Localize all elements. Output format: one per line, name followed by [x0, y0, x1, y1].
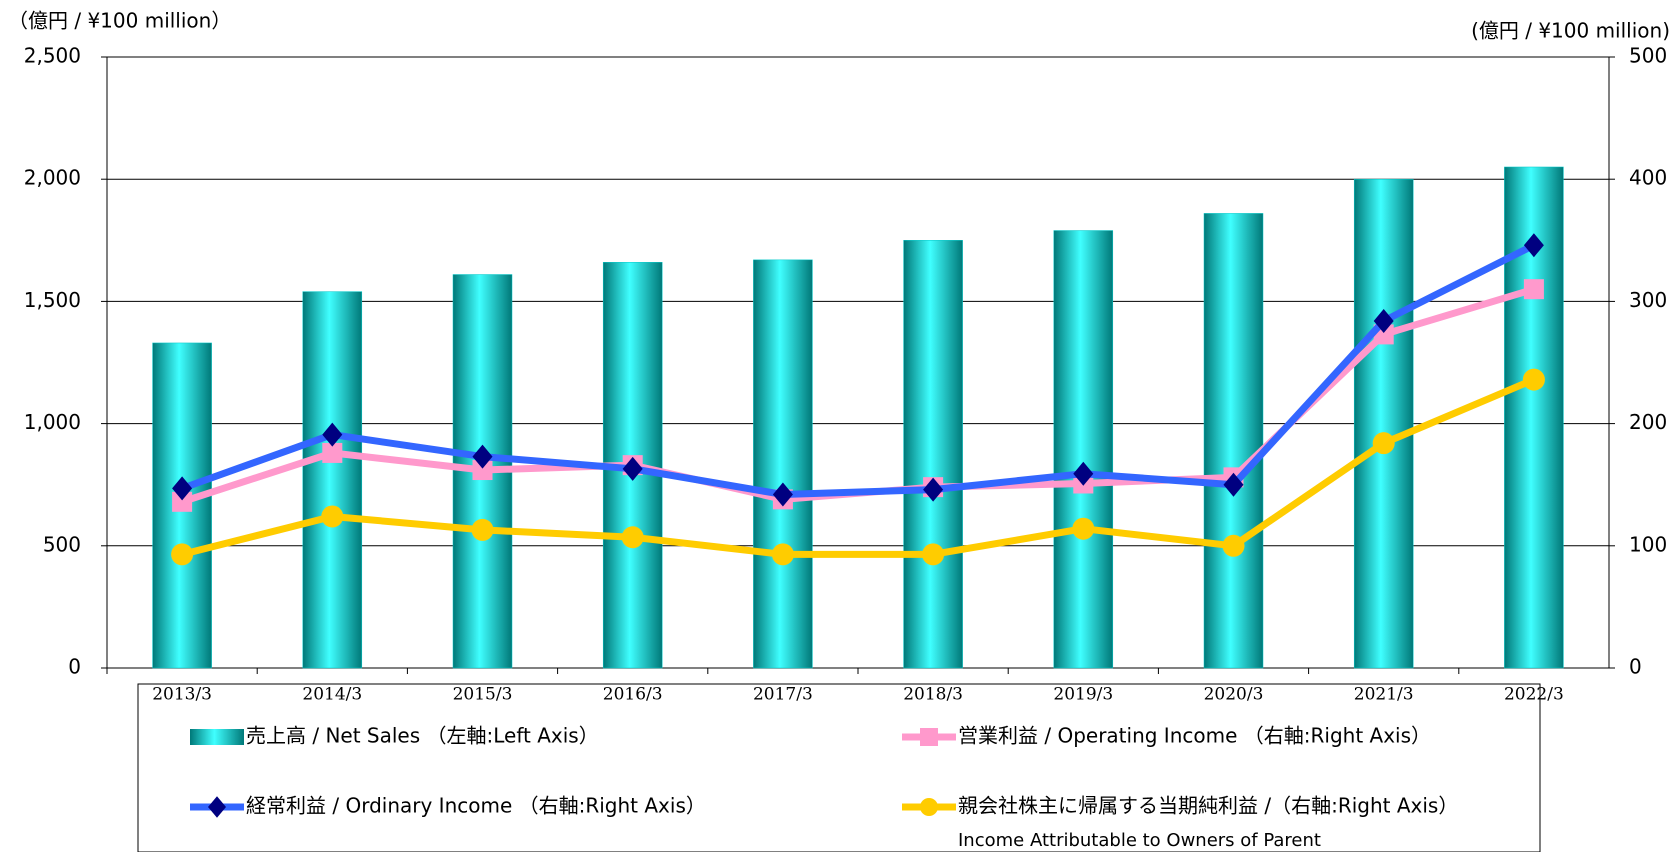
- line-marker: [322, 422, 343, 447]
- y-tick-label: 500: [43, 532, 81, 556]
- bar: [753, 259, 813, 669]
- y2-tick-label: 200: [1629, 410, 1667, 434]
- line-marker: [171, 543, 194, 566]
- line-marker: [1373, 308, 1394, 333]
- legend-label: 親会社株主に帰属する当期純利益 /（右軸:Right Axis）: [958, 794, 1458, 818]
- y-tick-label: 1,000: [24, 410, 81, 434]
- legend-label: 営業利益 / Operating Income （右軸:Right Axis）: [958, 724, 1431, 748]
- x-tick-label: 2019/3: [1053, 685, 1113, 705]
- legend-label: 売上高 / Net Sales （左軸:Left Axis）: [246, 724, 599, 748]
- line-marker: [1072, 517, 1095, 540]
- line-marker: [1073, 461, 1094, 486]
- line-marker: [772, 482, 793, 507]
- line-marker: [1523, 279, 1544, 300]
- line-marker: [923, 477, 944, 502]
- line: [181, 376, 1536, 558]
- line-marker: [321, 505, 344, 528]
- line-marker: [922, 543, 945, 566]
- y2-tick-label: 500: [1629, 44, 1667, 68]
- line-marker: [771, 543, 794, 566]
- x-tick-label: 2018/3: [903, 685, 963, 705]
- y2-tick-label: 400: [1629, 166, 1667, 190]
- y-tick-label: 2,000: [24, 166, 81, 190]
- x-tick-label: 2017/3: [753, 685, 813, 705]
- bar: [302, 291, 363, 669]
- bar: [1203, 213, 1264, 669]
- x-tick-label: 2015/3: [453, 685, 513, 705]
- y-tick-label: 2,500: [24, 44, 81, 68]
- line-marker: [1222, 534, 1245, 557]
- y2-tick-label: 100: [1629, 532, 1667, 556]
- bar: [1353, 178, 1414, 669]
- line-marker: [621, 526, 644, 549]
- line-marker: [172, 476, 193, 501]
- line-marker: [1223, 472, 1244, 497]
- y-tick-label: 0: [68, 655, 81, 679]
- line: [180, 242, 1536, 498]
- line-marker: [172, 491, 193, 512]
- legend-marker: [208, 796, 226, 818]
- x-tick-label: 2020/3: [1204, 685, 1264, 705]
- legend-swatch: [190, 729, 244, 745]
- line-marker: [472, 460, 493, 481]
- y2-tick-label: 0: [1629, 655, 1642, 679]
- line-marker: [622, 456, 643, 481]
- bar: [903, 240, 963, 669]
- x-tick-label: 2013/3: [152, 685, 212, 705]
- legend-label: 経常利益 / Ordinary Income （右軸:Right Axis）: [246, 794, 706, 818]
- x-tick-label: 2016/3: [603, 685, 663, 705]
- legend-marker: [920, 798, 938, 816]
- line-marker: [472, 444, 493, 469]
- legend-box: [137, 683, 1541, 852]
- y2-axis-label: (億円 / ¥100 million): [1471, 19, 1670, 43]
- y2-tick-label: 300: [1629, 288, 1667, 312]
- line-marker: [1522, 368, 1545, 391]
- line-marker: [1372, 432, 1395, 455]
- bar: [1053, 230, 1114, 669]
- line-marker: [322, 442, 343, 463]
- y-tick-label: 1,500: [24, 288, 81, 312]
- line: [181, 285, 1535, 506]
- x-tick-label: 2022/3: [1504, 685, 1564, 705]
- x-tick-label: 2021/3: [1354, 685, 1414, 705]
- legend-marker: [920, 728, 938, 746]
- x-tick-label: 2014/3: [302, 685, 362, 705]
- y-axis-label: （億円 / ¥100 million）: [8, 9, 231, 33]
- line-marker: [471, 518, 494, 541]
- line-marker: [1523, 233, 1544, 258]
- legend-sublabel: Income Attributable to Owners of Parent: [958, 830, 1321, 851]
